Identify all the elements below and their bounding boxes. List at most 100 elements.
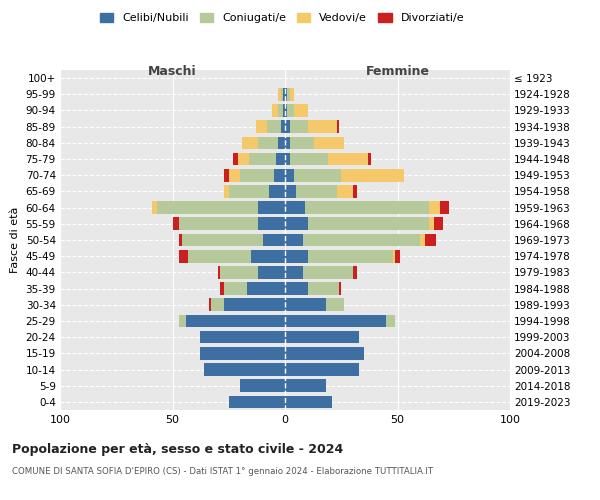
Bar [211,298,224,311]
Bar [186,314,285,328]
Bar [425,234,436,246]
Bar [285,136,290,149]
Bar [308,282,339,295]
Bar [290,152,328,166]
Bar [294,104,308,117]
Bar [290,136,314,149]
Bar [285,266,303,278]
Bar [240,169,274,181]
Bar [267,120,281,133]
Bar [224,169,229,181]
Bar [263,234,285,246]
Bar [276,152,285,166]
Bar [285,169,294,181]
Bar [285,218,308,230]
Bar [285,234,303,246]
Bar [290,120,308,133]
Bar [249,152,276,166]
Bar [188,250,251,262]
Bar [290,88,294,101]
Bar [258,136,278,149]
Bar [285,120,290,133]
Bar [256,120,267,133]
Bar [179,218,258,230]
Bar [157,202,258,214]
Bar [238,152,249,166]
Legend: Celibi/Nubili, Coniugati/e, Vedovi/e, Divorziati/e: Celibi/Nubili, Coniugati/e, Vedovi/e, Di… [95,8,469,28]
Bar [308,120,337,133]
Bar [303,234,420,246]
Bar [325,298,343,311]
Bar [274,169,285,181]
Bar [258,202,285,214]
Bar [258,218,285,230]
Bar [199,331,285,344]
Bar [229,396,285,408]
Bar [285,152,290,166]
Bar [278,136,285,149]
Bar [337,120,339,133]
Bar [285,104,287,117]
Bar [251,250,285,262]
Bar [285,347,364,360]
Bar [287,104,294,117]
Bar [182,234,263,246]
Bar [152,202,157,214]
Bar [393,250,395,262]
Bar [395,250,400,262]
Bar [368,152,371,166]
Bar [220,282,224,295]
Bar [420,234,425,246]
Bar [240,380,285,392]
Bar [433,218,443,230]
Bar [285,282,308,295]
Bar [285,314,386,328]
Bar [269,185,285,198]
Bar [328,152,368,166]
Bar [287,88,290,101]
Bar [308,218,429,230]
Text: COMUNE DI SANTA SOFIA D'EPIRO (CS) - Dati ISTAT 1° gennaio 2024 - Elaborazione T: COMUNE DI SANTA SOFIA D'EPIRO (CS) - Dat… [12,468,433,476]
Bar [179,234,182,246]
Bar [278,104,283,117]
Bar [283,104,285,117]
Bar [285,202,305,214]
Bar [429,202,440,214]
Bar [218,266,220,278]
Bar [229,185,269,198]
Bar [353,266,357,278]
Bar [285,331,359,344]
Bar [305,202,429,214]
Text: Popolazione per età, sesso e stato civile - 2024: Popolazione per età, sesso e stato civil… [12,442,343,456]
Bar [199,347,285,360]
Bar [224,298,285,311]
Bar [258,266,285,278]
Bar [429,218,433,230]
Bar [285,88,287,101]
Y-axis label: Fasce di età: Fasce di età [10,207,20,273]
Bar [285,363,359,376]
Bar [308,250,393,262]
Bar [285,380,325,392]
Bar [173,218,179,230]
Bar [314,136,343,149]
Bar [285,298,325,311]
Bar [296,185,337,198]
Bar [303,266,353,278]
Bar [285,396,332,408]
Bar [229,169,240,181]
Bar [285,250,308,262]
Bar [271,104,278,117]
Bar [224,185,229,198]
Bar [204,363,285,376]
Bar [278,88,281,101]
Bar [339,282,341,295]
Bar [281,120,285,133]
Bar [224,282,247,295]
Text: Femmine: Femmine [365,65,430,78]
Bar [285,185,296,198]
Bar [242,136,258,149]
Bar [341,169,404,181]
Bar [386,314,395,328]
Bar [440,202,449,214]
